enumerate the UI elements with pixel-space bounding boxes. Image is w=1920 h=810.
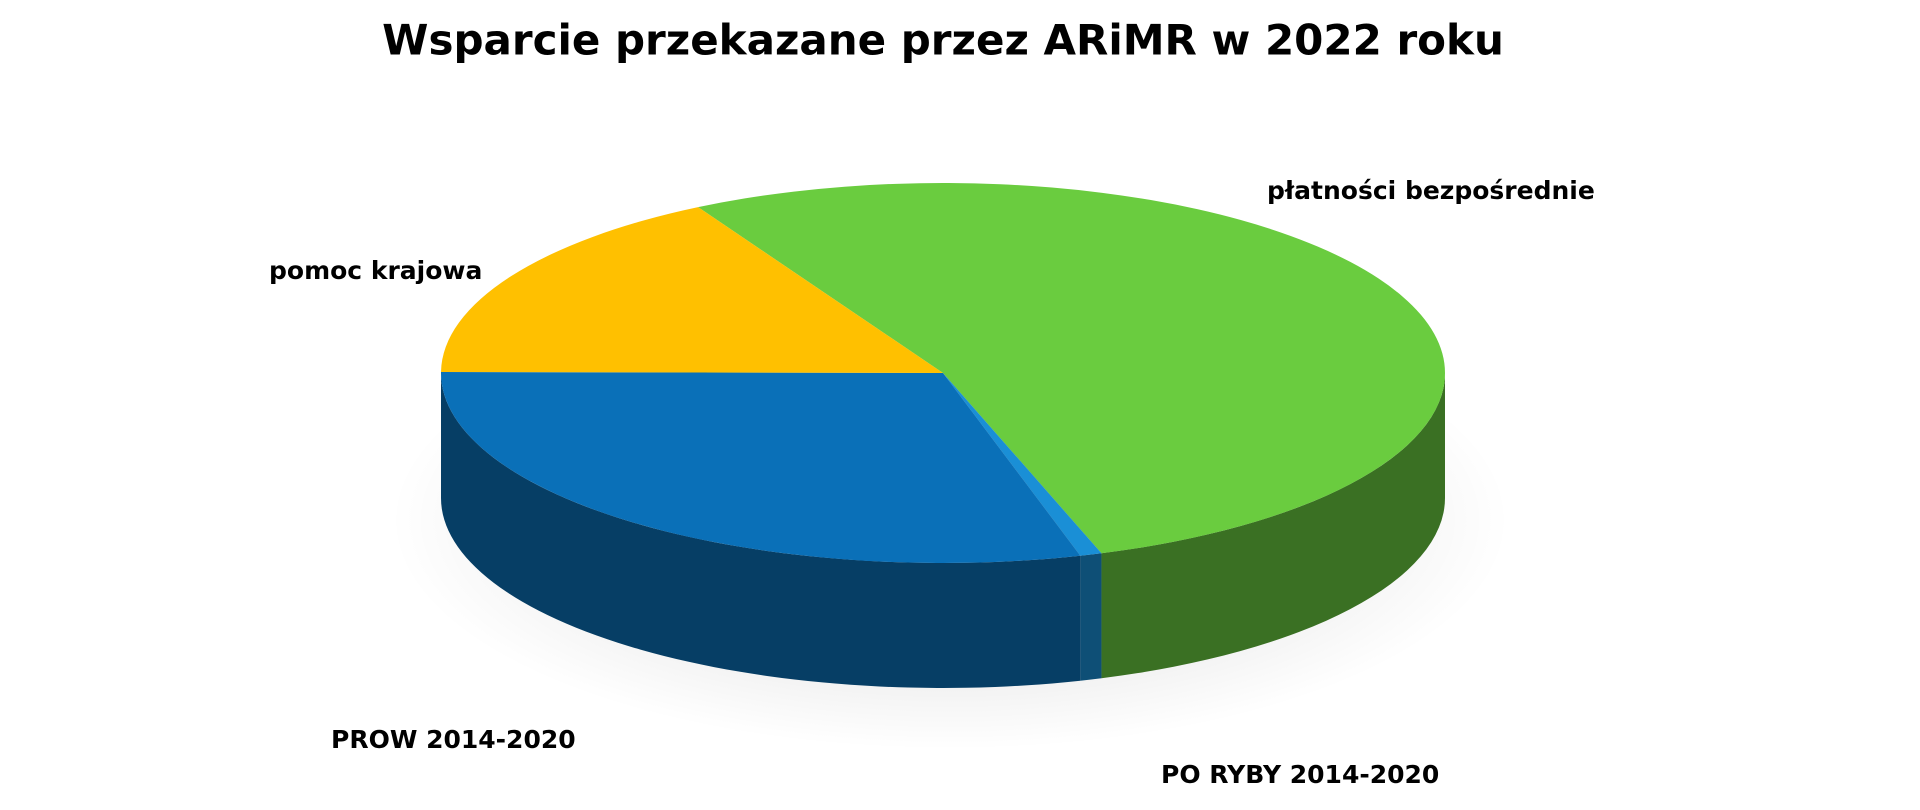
slice xyxy=(698,183,1445,554)
slice-label: pomoc krajowa xyxy=(269,256,482,285)
slice-label: płatności bezpośrednie xyxy=(1267,176,1595,205)
slice-side xyxy=(441,373,1081,688)
slice-label: PROW 2014-2020 xyxy=(331,725,576,754)
slice-label: PO RYBY 2014-2020 xyxy=(1161,760,1439,789)
slice xyxy=(441,207,943,373)
slice-side xyxy=(1080,553,1102,681)
slice xyxy=(441,371,1081,563)
slice xyxy=(943,373,1102,556)
chart-title: Wsparcie przekazane przez ARiMR w 2022 r… xyxy=(382,16,1504,65)
slice-side xyxy=(1101,373,1445,679)
